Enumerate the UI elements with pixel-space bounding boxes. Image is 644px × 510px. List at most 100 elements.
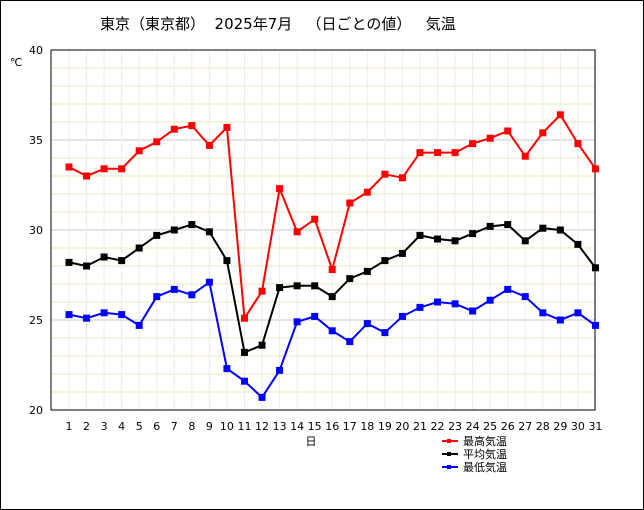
data-point [170, 285, 178, 293]
chart-title: 東京（東京都） 2025年7月 （日ごとの値） 気温 [100, 15, 456, 33]
x-tick-label: 20 [395, 420, 409, 433]
data-point [486, 296, 494, 304]
data-point [293, 318, 301, 326]
legend-label: 最高気温 [463, 434, 507, 448]
data-point [521, 152, 529, 160]
data-point [451, 149, 459, 157]
x-tick-label: 30 [571, 420, 585, 433]
x-tick-label: 16 [325, 420, 339, 433]
data-point [469, 307, 477, 315]
x-tick-label: 12 [255, 420, 269, 433]
x-tick-label: 14 [290, 420, 304, 433]
data-point [170, 226, 178, 234]
x-tick-label: 3 [101, 420, 108, 433]
data-point [135, 321, 143, 329]
legend-label: 平均気温 [463, 447, 507, 461]
legend-marker [447, 465, 451, 469]
legend-label: 最低気温 [463, 460, 507, 474]
x-tick-label: 21 [413, 420, 427, 433]
x-tick-label: 24 [466, 420, 480, 433]
data-point [504, 221, 512, 229]
data-point [363, 188, 371, 196]
data-point [135, 244, 143, 252]
x-tick-label: 19 [378, 420, 392, 433]
data-point [504, 285, 512, 293]
x-tick-label: 10 [220, 420, 234, 433]
data-point [381, 329, 389, 337]
data-point [118, 165, 126, 173]
data-point [135, 147, 143, 155]
data-point [83, 172, 91, 180]
data-point [486, 222, 494, 230]
x-tick-label: 22 [431, 420, 445, 433]
data-point [100, 165, 108, 173]
data-point [556, 111, 564, 119]
data-point [223, 257, 231, 265]
x-tick-label: 11 [237, 420, 251, 433]
data-point [118, 257, 126, 265]
legend-marker [447, 452, 451, 456]
data-point [434, 298, 442, 306]
data-point [240, 348, 248, 356]
data-point [258, 393, 266, 401]
data-point [556, 226, 564, 234]
data-point [258, 287, 266, 295]
data-point [188, 291, 196, 299]
data-point [311, 282, 319, 290]
data-point [469, 230, 477, 238]
x-axis: 1 2 3 4 5 6 7 8 9 10 11 12 13 14 15 16 17 18 19 20 21 22 23 24 2… [66, 420, 603, 433]
x-tick-label: 25 [483, 420, 497, 433]
data-point [416, 303, 424, 311]
y-tick-label: 20 [29, 404, 43, 417]
data-point [65, 163, 73, 171]
data-point [223, 365, 231, 373]
data-point [451, 300, 459, 308]
x-tick-label: 2 [83, 420, 90, 433]
data-point [346, 338, 354, 346]
x-tick-label: 26 [501, 420, 515, 433]
series-group [65, 111, 599, 401]
y-tick-label: 35 [29, 134, 43, 147]
x-axis-label: 日 [306, 435, 317, 448]
data-point [328, 327, 336, 335]
x-tick-label: 5 [136, 420, 143, 433]
y-axis: 20 25 30 35 40 [29, 44, 43, 417]
data-point [363, 267, 371, 275]
data-point [574, 309, 582, 317]
data-point [381, 170, 389, 178]
x-tick-label: 7 [171, 420, 178, 433]
data-point [276, 284, 284, 292]
data-point [293, 228, 301, 236]
data-point [328, 293, 336, 301]
data-point [416, 231, 424, 239]
x-tick-label: 6 [153, 420, 160, 433]
y-tick-label: 25 [29, 314, 43, 327]
data-point [521, 237, 529, 245]
data-point [153, 293, 161, 301]
legend-marker [447, 439, 451, 443]
data-point [574, 240, 582, 248]
data-point [398, 249, 406, 257]
data-point [188, 221, 196, 229]
x-tick-label: 31 [588, 420, 602, 433]
data-point [416, 149, 424, 157]
data-point [170, 125, 178, 133]
data-point [591, 321, 599, 329]
y-tick-label: 30 [29, 224, 43, 237]
data-point [346, 199, 354, 207]
data-point [434, 149, 442, 157]
data-point [328, 266, 336, 274]
data-point [469, 140, 477, 148]
data-point [223, 123, 231, 131]
data-point [451, 237, 459, 245]
data-point [363, 320, 371, 328]
x-tick-label: 1 [66, 420, 73, 433]
data-point [434, 235, 442, 243]
data-point [556, 316, 564, 324]
data-point [240, 314, 248, 322]
data-point [293, 282, 301, 290]
data-point [346, 275, 354, 283]
x-tick-label: 15 [308, 420, 322, 433]
x-tick-label: 23 [448, 420, 462, 433]
